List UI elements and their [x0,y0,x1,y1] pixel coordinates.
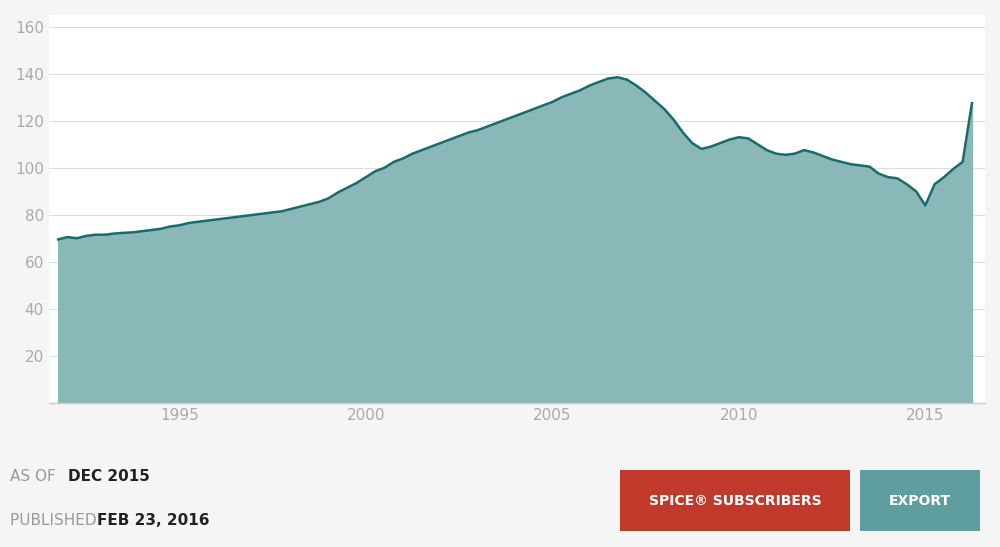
Text: EXPORT: EXPORT [889,493,951,508]
Text: FEB 23, 2016: FEB 23, 2016 [97,513,210,528]
Text: PUBLISHED: PUBLISHED [10,513,102,528]
Text: SPICE® SUBSCRIBERS: SPICE® SUBSCRIBERS [649,493,821,508]
Text: AS OF: AS OF [10,469,61,484]
Text: DEC 2015: DEC 2015 [68,469,150,484]
